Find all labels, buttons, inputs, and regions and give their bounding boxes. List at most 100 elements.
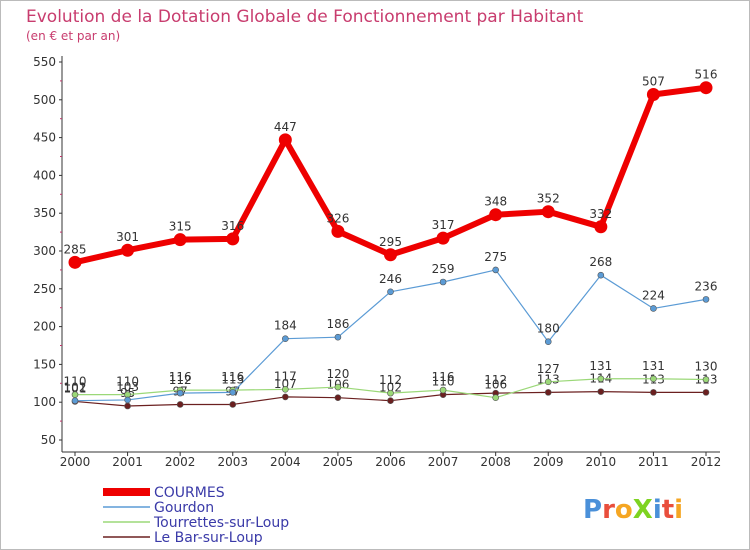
data-point (597, 375, 605, 383)
data-point (541, 205, 555, 219)
data-label: 103 (116, 380, 139, 394)
x-tick-label: 2009 (533, 455, 564, 469)
series-courmes: 285 301 315 316 447 326 295 317 348 352 332 507 516 (64, 68, 717, 269)
data-point (176, 389, 184, 397)
y-tick-label: 150 (33, 357, 56, 371)
y-tick-label: 50 (41, 433, 56, 447)
data-point (646, 88, 660, 102)
data-label: 236 (695, 279, 718, 293)
data-point (650, 375, 657, 383)
data-point (699, 81, 713, 95)
data-point (597, 388, 605, 395)
data-label: 316 (221, 219, 244, 233)
y-tick-label: 350 (33, 206, 56, 220)
data-point (387, 397, 394, 404)
data-label: 110 (116, 375, 139, 389)
data-point (702, 296, 710, 303)
data-label: 127 (537, 362, 560, 376)
data-label: 116 (169, 370, 192, 384)
data-label: 268 (589, 255, 612, 269)
data-label: 246 (379, 272, 402, 286)
data-label: 120 (326, 367, 349, 381)
data-point (702, 389, 710, 396)
data-label: 259 (432, 262, 455, 276)
data-point (597, 271, 605, 279)
data-point (702, 376, 710, 383)
x-tick-label: 2005 (323, 455, 354, 469)
x-tick-label: 2011 (638, 455, 669, 469)
proxiti-logo: ProXiti (583, 495, 683, 525)
proxiti-logo-text: ProXiti (583, 495, 683, 525)
data-label: 117 (274, 369, 297, 383)
data-point (650, 389, 657, 396)
data-point (492, 266, 499, 274)
x-tick-label: 2008 (480, 455, 511, 469)
y-tick-label: 450 (33, 131, 56, 145)
y-tick-label: 200 (33, 320, 56, 334)
x-tick-label: 2007 (428, 455, 459, 469)
data-point (282, 393, 289, 401)
data-label: 113 (221, 372, 244, 386)
data-label: 301 (116, 230, 139, 244)
data-label: 106 (484, 378, 507, 392)
data-label: 352 (537, 192, 560, 206)
y-tick-label: 100 (33, 395, 56, 409)
data-point (176, 401, 184, 408)
data-point (331, 224, 345, 238)
data-point (229, 401, 237, 408)
data-point (544, 389, 552, 396)
data-point (544, 338, 552, 346)
data-label: 507 (642, 75, 665, 89)
data-label: 348 (484, 195, 507, 209)
data-label: 112 (379, 373, 402, 387)
data-point (439, 278, 447, 286)
data-point (492, 394, 499, 401)
data-label: 130 (695, 360, 718, 374)
data-point (384, 248, 397, 262)
data-label: 102 (64, 381, 87, 395)
data-label: 317 (432, 218, 455, 232)
data-point (650, 305, 657, 312)
x-tick-label: 2003 (217, 455, 248, 469)
data-point (124, 402, 131, 410)
legend-label-courmes: COURMES (154, 485, 225, 501)
data-point (334, 333, 342, 341)
data-label: 180 (537, 322, 560, 336)
data-label: 102 (379, 381, 402, 395)
data-label: 447 (274, 120, 297, 134)
data-point (226, 232, 240, 246)
legend-label-gourdon: Gourdon (154, 500, 214, 516)
data-label: 116 (221, 370, 244, 384)
x-tick-label: 2010 (586, 455, 617, 469)
y-tick-label: 300 (33, 244, 56, 258)
data-label: 186 (326, 317, 349, 331)
data-point (439, 386, 447, 394)
series-gourdon: 102 103 112 113 184 186 246 259 275 180 268 224 236 (64, 250, 718, 404)
data-label: 315 (169, 220, 192, 234)
data-label: 101 (64, 381, 87, 395)
data-label: 110 (64, 375, 87, 389)
data-point (124, 396, 131, 404)
data-point (387, 288, 394, 296)
data-point (71, 397, 79, 404)
data-label: 131 (642, 359, 665, 373)
data-label: 184 (274, 319, 297, 333)
data-point (594, 220, 608, 234)
y-tick-label: 550 (33, 55, 56, 69)
data-point (121, 243, 135, 257)
chart-title: Evolution de la Dotation Globale de Fonc… (26, 7, 584, 27)
y-tick-label: 250 (33, 282, 56, 296)
data-point (544, 378, 552, 386)
chart-subtitle: (en € et par an) (26, 29, 120, 43)
data-point (229, 389, 237, 396)
data-point (173, 233, 187, 247)
data-label: 295 (379, 235, 402, 249)
x-tick-label: 2006 (375, 455, 406, 469)
data-label: 110 (432, 375, 455, 389)
series-layer: 1019597971071061021101121131141131131101… (64, 68, 718, 410)
data-label: 326 (326, 211, 349, 225)
x-tick-label: 2000 (60, 455, 91, 469)
axes: 50 100 150 200 250 300 350 400 450 500 550 2000 2001… (33, 55, 721, 469)
